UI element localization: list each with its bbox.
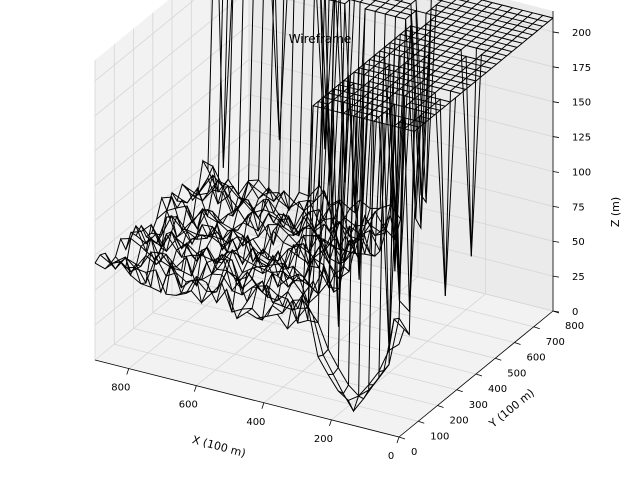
grid-line-z bbox=[94, 0, 554, 117]
wire-line-y bbox=[320, 0, 543, 186]
wire-line-y bbox=[207, 25, 513, 221]
z-tick bbox=[552, 310, 560, 313]
chart-title: Wireframe bbox=[289, 32, 352, 46]
y-tick bbox=[437, 405, 444, 408]
z-tick-label: 125 bbox=[572, 133, 591, 144]
z-tick bbox=[552, 66, 560, 69]
x-tick-label: 800 bbox=[111, 383, 130, 394]
x-tick-label: 200 bbox=[314, 434, 333, 445]
z-tick-label: 50 bbox=[572, 237, 585, 248]
wire-line-y bbox=[171, 54, 477, 272]
y-tick bbox=[475, 373, 483, 377]
wire-line-y bbox=[104, 252, 410, 397]
y-tick bbox=[456, 389, 463, 393]
grid-line-z bbox=[94, 198, 554, 326]
x-tick bbox=[193, 385, 197, 392]
wire-line-y bbox=[94, 256, 400, 401]
wire-line-y bbox=[202, 29, 507, 241]
z-tick-label: 25 bbox=[572, 272, 585, 283]
grid-line-z bbox=[94, 233, 554, 361]
y-tick-label: 400 bbox=[488, 384, 507, 395]
wire-line-y bbox=[115, 100, 420, 352]
wire-line-y bbox=[99, 254, 405, 412]
grid-line-z bbox=[94, 94, 554, 221]
z-tick-label: 200 bbox=[572, 28, 591, 39]
grid-line-z bbox=[94, 59, 554, 186]
wire-line-y bbox=[130, 88, 436, 291]
x-tick bbox=[329, 419, 332, 427]
z-tick-label: 150 bbox=[572, 98, 591, 109]
z-tick bbox=[552, 205, 560, 208]
grid-line-z bbox=[94, 24, 554, 152]
wire-line-y bbox=[177, 50, 482, 255]
wire-line-y bbox=[181, 46, 487, 257]
x-axis-line bbox=[94, 359, 400, 438]
y-tick bbox=[514, 342, 521, 345]
z-tick-label: 100 bbox=[572, 167, 591, 178]
x-tick bbox=[261, 402, 265, 409]
x-tick-label: 400 bbox=[246, 417, 265, 428]
z-tick-label: 0 bbox=[572, 307, 578, 318]
y-tick bbox=[398, 436, 406, 440]
z-tick bbox=[552, 171, 560, 173]
wire-line-y bbox=[166, 58, 472, 265]
x-tick bbox=[126, 368, 130, 375]
y-tick-label: 700 bbox=[546, 337, 565, 348]
wire-line-y bbox=[120, 96, 425, 296]
z-tick-label: 175 bbox=[572, 63, 591, 74]
y-tick-label: 100 bbox=[430, 431, 449, 442]
z-tick bbox=[552, 136, 560, 138]
y-tick bbox=[418, 420, 425, 424]
z-tick bbox=[552, 275, 560, 278]
z-tick-label: 75 bbox=[572, 202, 585, 213]
y-tick bbox=[495, 357, 502, 361]
wire-line-y bbox=[187, 42, 492, 252]
x-axis-label: X (100 m) bbox=[191, 433, 247, 460]
y-tick bbox=[533, 326, 540, 330]
wire-line-y bbox=[349, 0, 523, 229]
x-tick-label: 600 bbox=[179, 400, 198, 411]
wire-line-y bbox=[151, 71, 456, 297]
z-tick bbox=[552, 31, 560, 34]
wire-line-y bbox=[125, 92, 430, 313]
y-tick-label: 800 bbox=[565, 321, 584, 332]
wire-line-y bbox=[271, 0, 554, 141]
wire-line-y bbox=[335, 0, 538, 203]
y-tick-label: 200 bbox=[450, 416, 469, 427]
wireframe-surface bbox=[94, 0, 554, 413]
y-tick-label: 0 bbox=[411, 447, 417, 458]
wire-line-y bbox=[110, 105, 415, 311]
z-tick bbox=[552, 240, 560, 243]
wire-line-y bbox=[192, 37, 497, 245]
y-tick-label: 300 bbox=[469, 400, 488, 411]
wire-line-y bbox=[316, 0, 549, 150]
axis-ticks: 0200400600800010020030040050060070080002… bbox=[94, 11, 591, 462]
grid-line-z bbox=[94, 0, 554, 82]
wire-line-y bbox=[393, 0, 533, 195]
z-axis-label: Z (m) bbox=[609, 197, 622, 227]
x-tick bbox=[396, 436, 400, 444]
y-tick-label: 600 bbox=[527, 353, 546, 364]
wire-line-y bbox=[135, 84, 441, 295]
wire-line-y bbox=[156, 67, 461, 280]
z-tick bbox=[552, 101, 560, 104]
wire-line-y bbox=[327, 0, 518, 219]
x-tick-label: 0 bbox=[388, 451, 394, 462]
y-tick-label: 500 bbox=[507, 368, 526, 379]
wire-line-y bbox=[140, 79, 446, 293]
wire-line-y bbox=[222, 0, 528, 168]
